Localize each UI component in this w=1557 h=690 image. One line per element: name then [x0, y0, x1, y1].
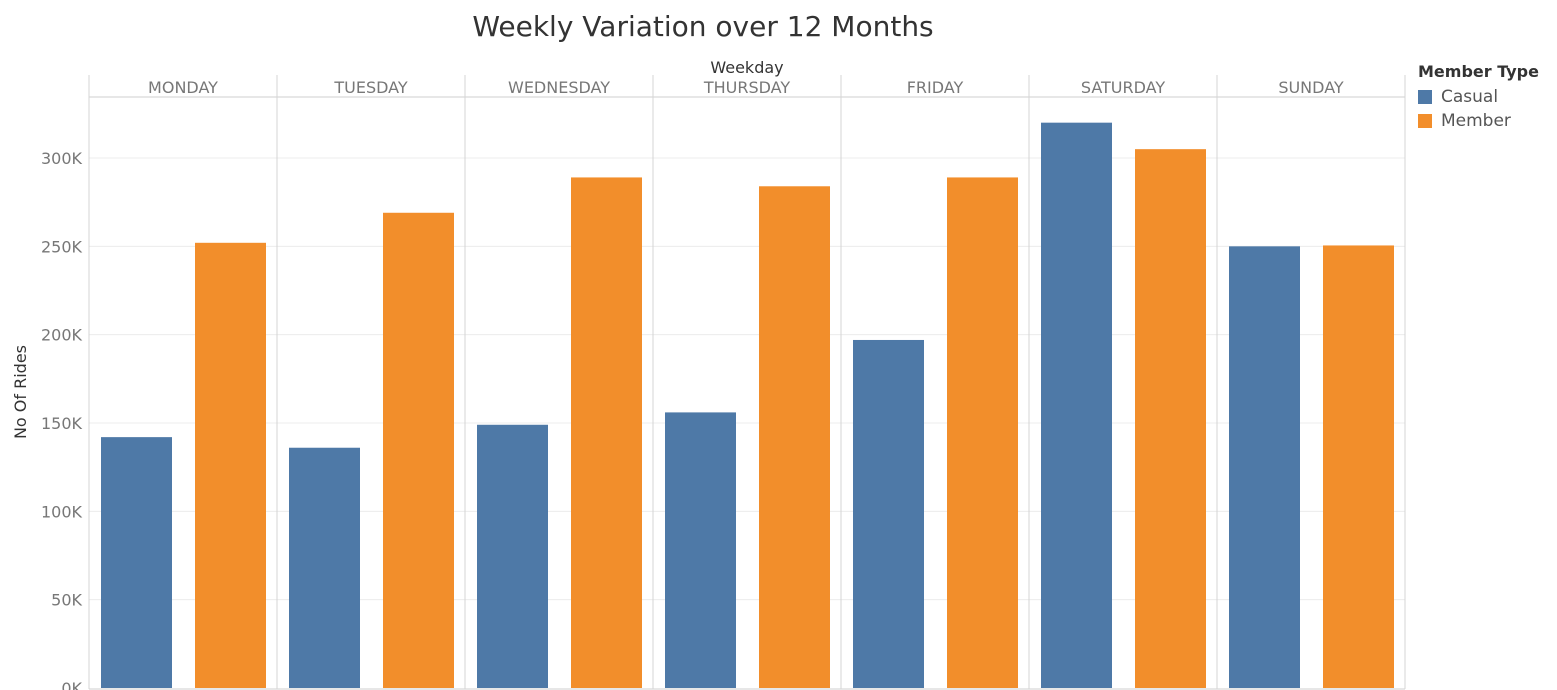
bars: [101, 122, 1394, 689]
legend: Member Type Casual Member: [1418, 62, 1539, 133]
y-tick-label: 100K: [41, 502, 83, 521]
bar-casual-wednesday: [477, 424, 548, 688]
column-header-title: Weekday: [710, 58, 783, 77]
bar-member-friday: [947, 177, 1018, 688]
y-tick-label: 50K: [51, 591, 82, 610]
y-tick-label: 150K: [41, 414, 83, 433]
legend-item-member[interactable]: Member: [1418, 109, 1539, 133]
gridlines: [89, 157, 1405, 601]
category-label: MONDAY: [148, 78, 218, 97]
bar-member-thursday: [759, 186, 830, 688]
bar-member-monday: [195, 242, 266, 689]
y-tick-label: 0K: [61, 679, 82, 690]
bar-member-tuesday: [383, 212, 454, 688]
legend-item-casual[interactable]: Casual: [1418, 85, 1539, 109]
y-axis-title: No Of Rides: [11, 345, 30, 439]
bar-member-sunday: [1323, 245, 1394, 688]
legend-swatch-casual: [1418, 90, 1432, 104]
y-tick-label: 200K: [41, 326, 83, 345]
legend-label-member: Member: [1441, 111, 1511, 131]
axis-labels: Weekday MONDAY TUESDAY WEDNESDAY THURSDAY FRI…: [11, 58, 1344, 690]
bar-casual-tuesday: [289, 447, 360, 688]
bar-member-saturday: [1135, 149, 1206, 688]
bar-casual-friday: [853, 339, 924, 688]
category-label: SATURDAY: [1081, 78, 1166, 97]
legend-label-casual: Casual: [1441, 87, 1499, 107]
bar-casual-saturday: [1041, 122, 1112, 688]
bar-member-wednesday: [571, 177, 642, 688]
chart-frame: [88, 75, 1406, 690]
bar-casual-sunday: [1229, 246, 1300, 689]
bar-casual-thursday: [665, 412, 736, 688]
category-label: THURSDAY: [703, 78, 791, 97]
y-tick-label: 300K: [41, 149, 83, 168]
legend-swatch-member: [1418, 114, 1432, 128]
chart-title: Weekly Variation over 12 Months: [472, 10, 934, 43]
category-label: WEDNESDAY: [508, 78, 610, 97]
y-tick-label: 250K: [41, 237, 83, 256]
category-label: TUESDAY: [333, 78, 407, 97]
category-label: FRIDAY: [907, 78, 964, 97]
category-label: SUNDAY: [1278, 78, 1344, 97]
legend-title: Member Type: [1418, 62, 1539, 81]
bar-casual-monday: [101, 437, 172, 688]
